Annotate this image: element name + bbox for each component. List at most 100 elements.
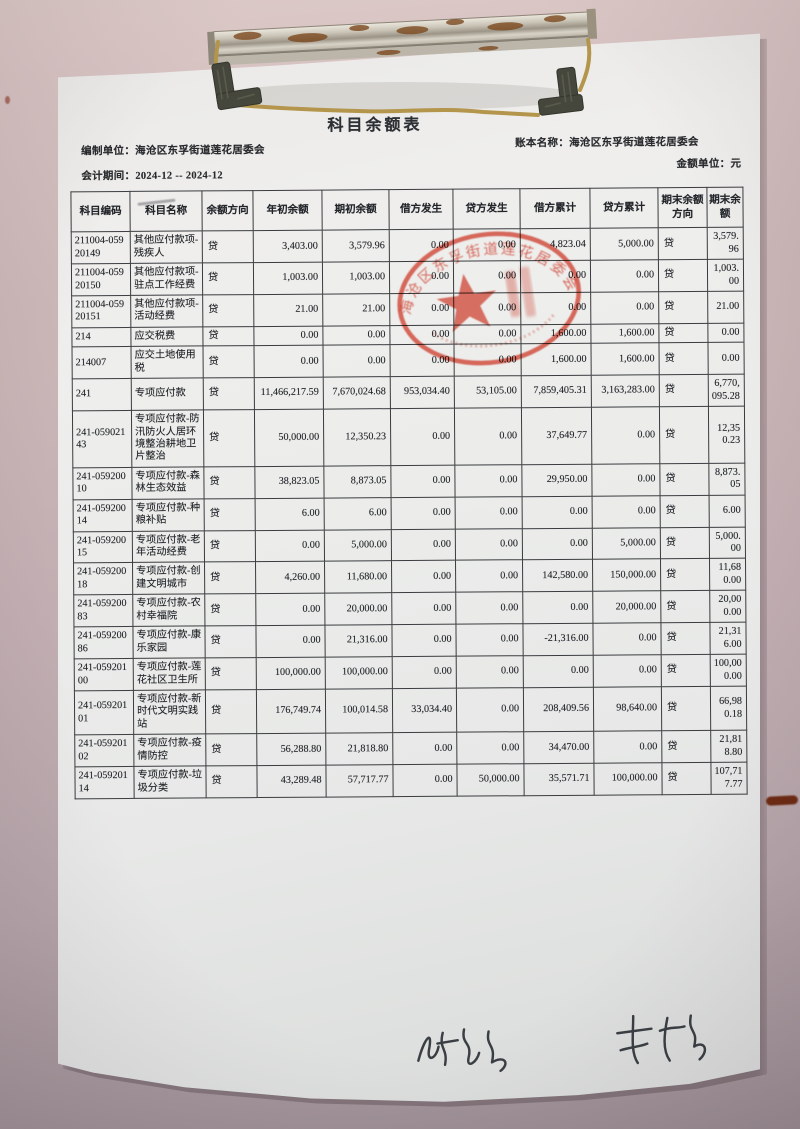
table-cell: 53,105.00 [454,375,522,409]
table-cell: 20,000.00 [324,592,392,626]
table-cell: 208,409.56 [523,687,594,732]
table-cell: 贷 [202,230,254,264]
table-cell: 5,000.00 [592,527,661,560]
small-red-mark [5,96,10,104]
table-cell: 11,680.00 [709,558,746,591]
table-cell: 56,288.80 [256,733,326,766]
table-cell: 贷 [204,562,256,595]
table-cell: 0.00 [456,655,524,689]
table-cell: 0.00 [592,622,662,656]
table-cell: 100,000.00 [593,762,663,796]
table-cell: 142,580.00 [522,559,593,593]
table-cell: 0.00 [456,687,524,733]
seal-arc-text: 海沧区东孚街道莲花居委会 [392,228,583,320]
table-cell: 7,859,405.31 [521,375,592,408]
column-header-5: 借方发生 [388,189,454,230]
table-cell: 0.00 [590,259,659,293]
table-cell: 贷 [204,498,256,531]
table-cell: 贷 [658,291,708,324]
table-cell: -21,316.00 [522,623,594,656]
table-row: 241-05920101 专项应付款-新时代文明实践站贷 176,749.74 100… [74,686,747,736]
table-cell: 21.00 [322,293,390,327]
table-cell: 5,000.00 [324,529,392,562]
table-cell: 241-05920010 [72,467,133,500]
table-cell: 专项应付款 [131,378,204,411]
table-cell: 0.00 [254,345,324,378]
clip-shadow [218,82,582,110]
table-cell: 953,034.40 [390,376,455,409]
table-row: 241-05920100 专项应付款-莲花社区卫生所贷 100,000.00 100,… [74,654,747,691]
table-row: 241-05902143 专项应付款-防汛防火人居环境整治耕地卫片整治贷 50,00… [72,406,745,468]
table-cell: 0.00 [391,624,457,657]
table-cell: 0.00 [455,496,523,529]
table-cell: 贷 [659,463,710,496]
red-ink-stain [765,795,799,806]
table-cell: 21,818.80 [325,732,393,766]
table-row: 241-05920114 专项应付款-垃圾分类贷 43,289.48 57,717.7… [74,762,748,799]
table-cell: 8,873.05 [708,462,746,496]
table-row: 241-05920102 专项应付款-疫情防控贷 56,288.80 21,818.8… [74,730,747,767]
table-cell: 贷 [661,654,711,687]
table-cell: 0.00 [455,528,523,561]
table-cell: 贷 [202,262,254,295]
table-cell: 贷 [658,227,708,260]
table-row: 241-05920015 专项应付款-老年活动经费贷 0.00 5,000.00 0.0… [73,526,746,564]
column-header-4: 期初余额 [321,189,390,231]
table-cell: 0.00 [255,593,325,626]
table-cell: 其他应付款项-残疾人 [130,231,203,264]
table-cell: 0.00 [392,656,457,689]
table-cell: 241-05920015 [73,531,133,564]
table-cell: 5,000.00 [590,228,659,261]
rust-spots [233,15,566,56]
clip-bar [207,8,598,66]
table-cell: 6.00 [324,497,392,530]
table-cell: 贷 [660,590,710,623]
table-cell: 贷 [660,622,711,655]
official-seal-stamp: 海沧区东孚街道莲花居委会 [392,228,583,366]
table-cell: 150,000.00 [592,559,661,592]
table-cell: 贷 [659,406,709,464]
table-cell: 21,818.80 [710,730,747,763]
balance-sheet-document: 科目余额表 编制单位：海沧区东孚街道莲花居委会 会计期间：2024-12 -- … [58,33,760,1102]
table-cell: 0.00 [255,625,326,658]
table-cell: 38,823.05 [254,465,325,499]
table-cell: 241-05920086 [73,626,134,659]
table-cell: 0.00 [592,495,661,528]
seal-inner-text-column [504,270,521,318]
table-cell: 20,000.00 [592,591,661,624]
table-cell: 贷 [204,593,256,627]
table-cell: 应交税费 [130,326,204,347]
table-cell: 1,600.00 [590,343,660,376]
table-cell: 专项应付款-农村幸福院 [132,594,205,627]
table-cell: 专项应付款-新时代文明实践站 [133,689,206,735]
table-cell: 66,980.18 [710,686,747,731]
table-cell: 0.00 [522,495,593,529]
amount-unit-line: 金额单位：元 [676,158,742,171]
column-header-9: 期末余额方向 [657,187,708,229]
table-cell: 0.00 [522,591,593,624]
table-cell: 贷 [203,345,255,379]
table-row: 241-05920018 专项应付款-创建文明城市贷 4,260.00 11,680.… [73,558,746,596]
table-cell: 211004-05920149 [71,231,131,265]
table-cell: 33,034.40 [392,688,457,733]
table-cell: 0.00 [454,407,522,466]
seal-ring [397,231,581,366]
table-cell: 241-05920114 [74,766,135,799]
table-cell: 贷 [205,689,257,735]
table-cell: 0.00 [593,731,662,764]
table-cell: 0.00 [591,406,660,465]
table-cell: 4,260.00 [255,561,325,594]
table-cell: 0.00 [322,325,390,346]
table-cell: 241-05920100 [74,658,134,691]
table-cell: 21.00 [253,294,323,327]
table-cell: 241-05920018 [73,562,133,596]
table-cell: 100,000.00 [256,657,326,690]
clip-grips [211,61,584,116]
table-cell: 6,770,095.28 [708,374,745,407]
table-cell: 贷 [661,762,712,795]
table-cell: 1,600.00 [590,323,659,344]
table-cell: 12,350.23 [323,408,391,466]
seal-graphic: 海沧区东孚街道莲花居委会 [392,228,583,366]
table-cell: 贷 [205,765,258,798]
